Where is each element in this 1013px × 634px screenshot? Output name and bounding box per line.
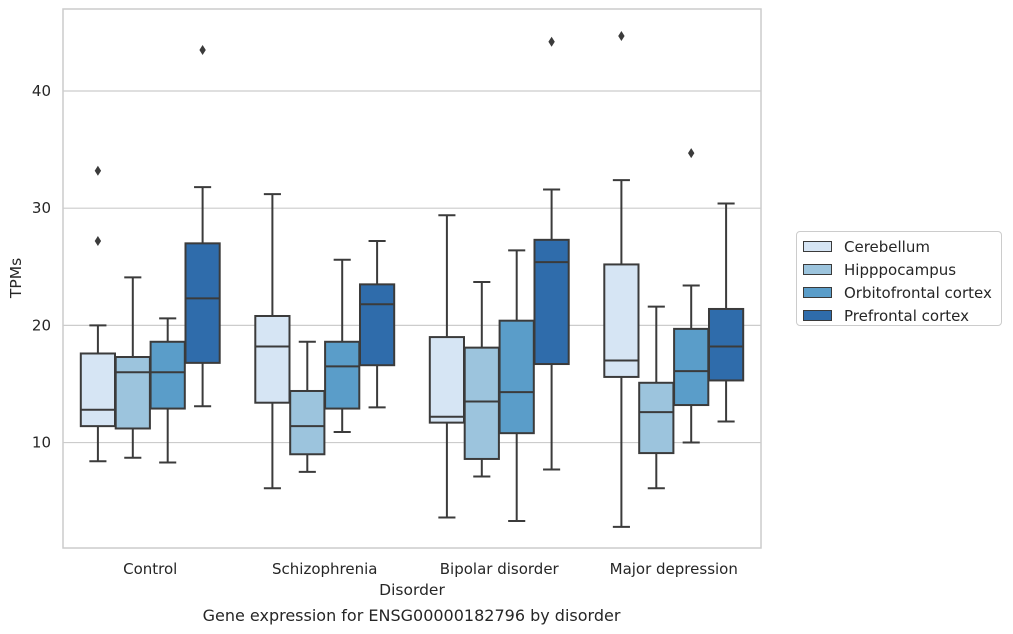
box-0-2 <box>428 214 466 519</box>
box-0-0 <box>79 165 117 463</box>
x-tick-label: Major depression <box>610 560 738 578</box>
box-iqr <box>254 314 291 404</box>
box-iqr <box>184 242 221 364</box>
outlier-point <box>199 45 206 56</box>
y-axis-ticks: 10 20 30 40 <box>32 82 51 452</box>
figure-caption: Gene expression for ENSG00000182796 by d… <box>202 606 621 625</box>
outlier-point <box>618 30 625 41</box>
box-1-2 <box>463 281 500 478</box>
box-2-2 <box>498 249 535 523</box>
box-2-1 <box>324 258 361 433</box>
box-iqr <box>358 283 396 367</box>
box-1-3 <box>638 305 675 490</box>
box-iqr <box>114 356 151 430</box>
box-iqr <box>463 346 500 460</box>
box-3-2 <box>533 36 570 471</box>
box-1-0 <box>114 276 151 459</box>
x-tick-label: Bipolar disorder <box>440 560 560 578</box>
box-2-0 <box>149 317 186 464</box>
legend-item-orbitofrontal-cortex: Orbitofrontal cortex <box>797 281 1001 304</box>
legend-item-hippocampus: Hipppocampus <box>797 258 1001 281</box>
outlier-point <box>94 165 102 176</box>
plot-area-frame <box>62 8 762 549</box>
legend-label: Orbitofrontal cortex <box>844 283 992 302</box>
box-1-1 <box>289 340 326 473</box>
box-iqr <box>289 389 326 456</box>
box-iqr <box>149 340 186 410</box>
box-iqr <box>707 307 745 382</box>
legend-item-prefrontal-cortex: Prefrontal cortex <box>797 304 1001 327</box>
box-iqr <box>79 352 117 428</box>
outlier-point <box>688 148 695 159</box>
legend-label: Cerebellum <box>844 237 930 256</box>
box-0-1 <box>254 193 291 490</box>
legend-label: Prefrontal cortex <box>844 306 969 325</box>
y-tick-label: 10 <box>32 434 51 452</box>
box-iqr <box>533 238 570 366</box>
outlier-point <box>548 36 555 47</box>
legend-label: Hipppocampus <box>844 260 957 279</box>
legend-swatch <box>803 287 832 298</box>
box-3-3 <box>707 202 745 423</box>
y-tick-label: 40 <box>32 82 51 100</box>
legend-swatch <box>803 310 832 321</box>
box-iqr <box>673 327 710 407</box>
legend-swatch <box>803 241 832 252</box>
box-2-3 <box>673 148 710 444</box>
box-iqr <box>603 263 640 378</box>
legend-item-cerebellum: Cerebellum <box>797 235 1001 258</box>
box-3-1 <box>358 240 396 409</box>
x-axis-ticks: Control Schizophrenia Bipolar disorder Majo… <box>123 560 738 578</box>
x-tick-label: Schizophrenia <box>272 560 377 578</box>
y-tick-label: 20 <box>32 316 51 334</box>
legend: Cerebellum Hipppocampus Orbitofrontal co… <box>796 231 1002 326</box>
x-axis-label: Disorder <box>379 581 445 599</box>
box-iqr <box>638 381 675 455</box>
box-3-0 <box>184 45 221 408</box>
boxes <box>79 30 745 528</box>
box-0-3 <box>603 30 640 528</box>
legend-swatch <box>803 264 832 275</box>
box-iqr <box>324 340 361 410</box>
x-tick-label: Control <box>123 560 177 578</box>
y-axis-label: TPMs <box>7 258 25 299</box>
box-iqr <box>498 319 535 435</box>
box-iqr <box>428 336 466 424</box>
y-tick-label: 30 <box>32 199 51 217</box>
outlier-point <box>94 236 102 247</box>
